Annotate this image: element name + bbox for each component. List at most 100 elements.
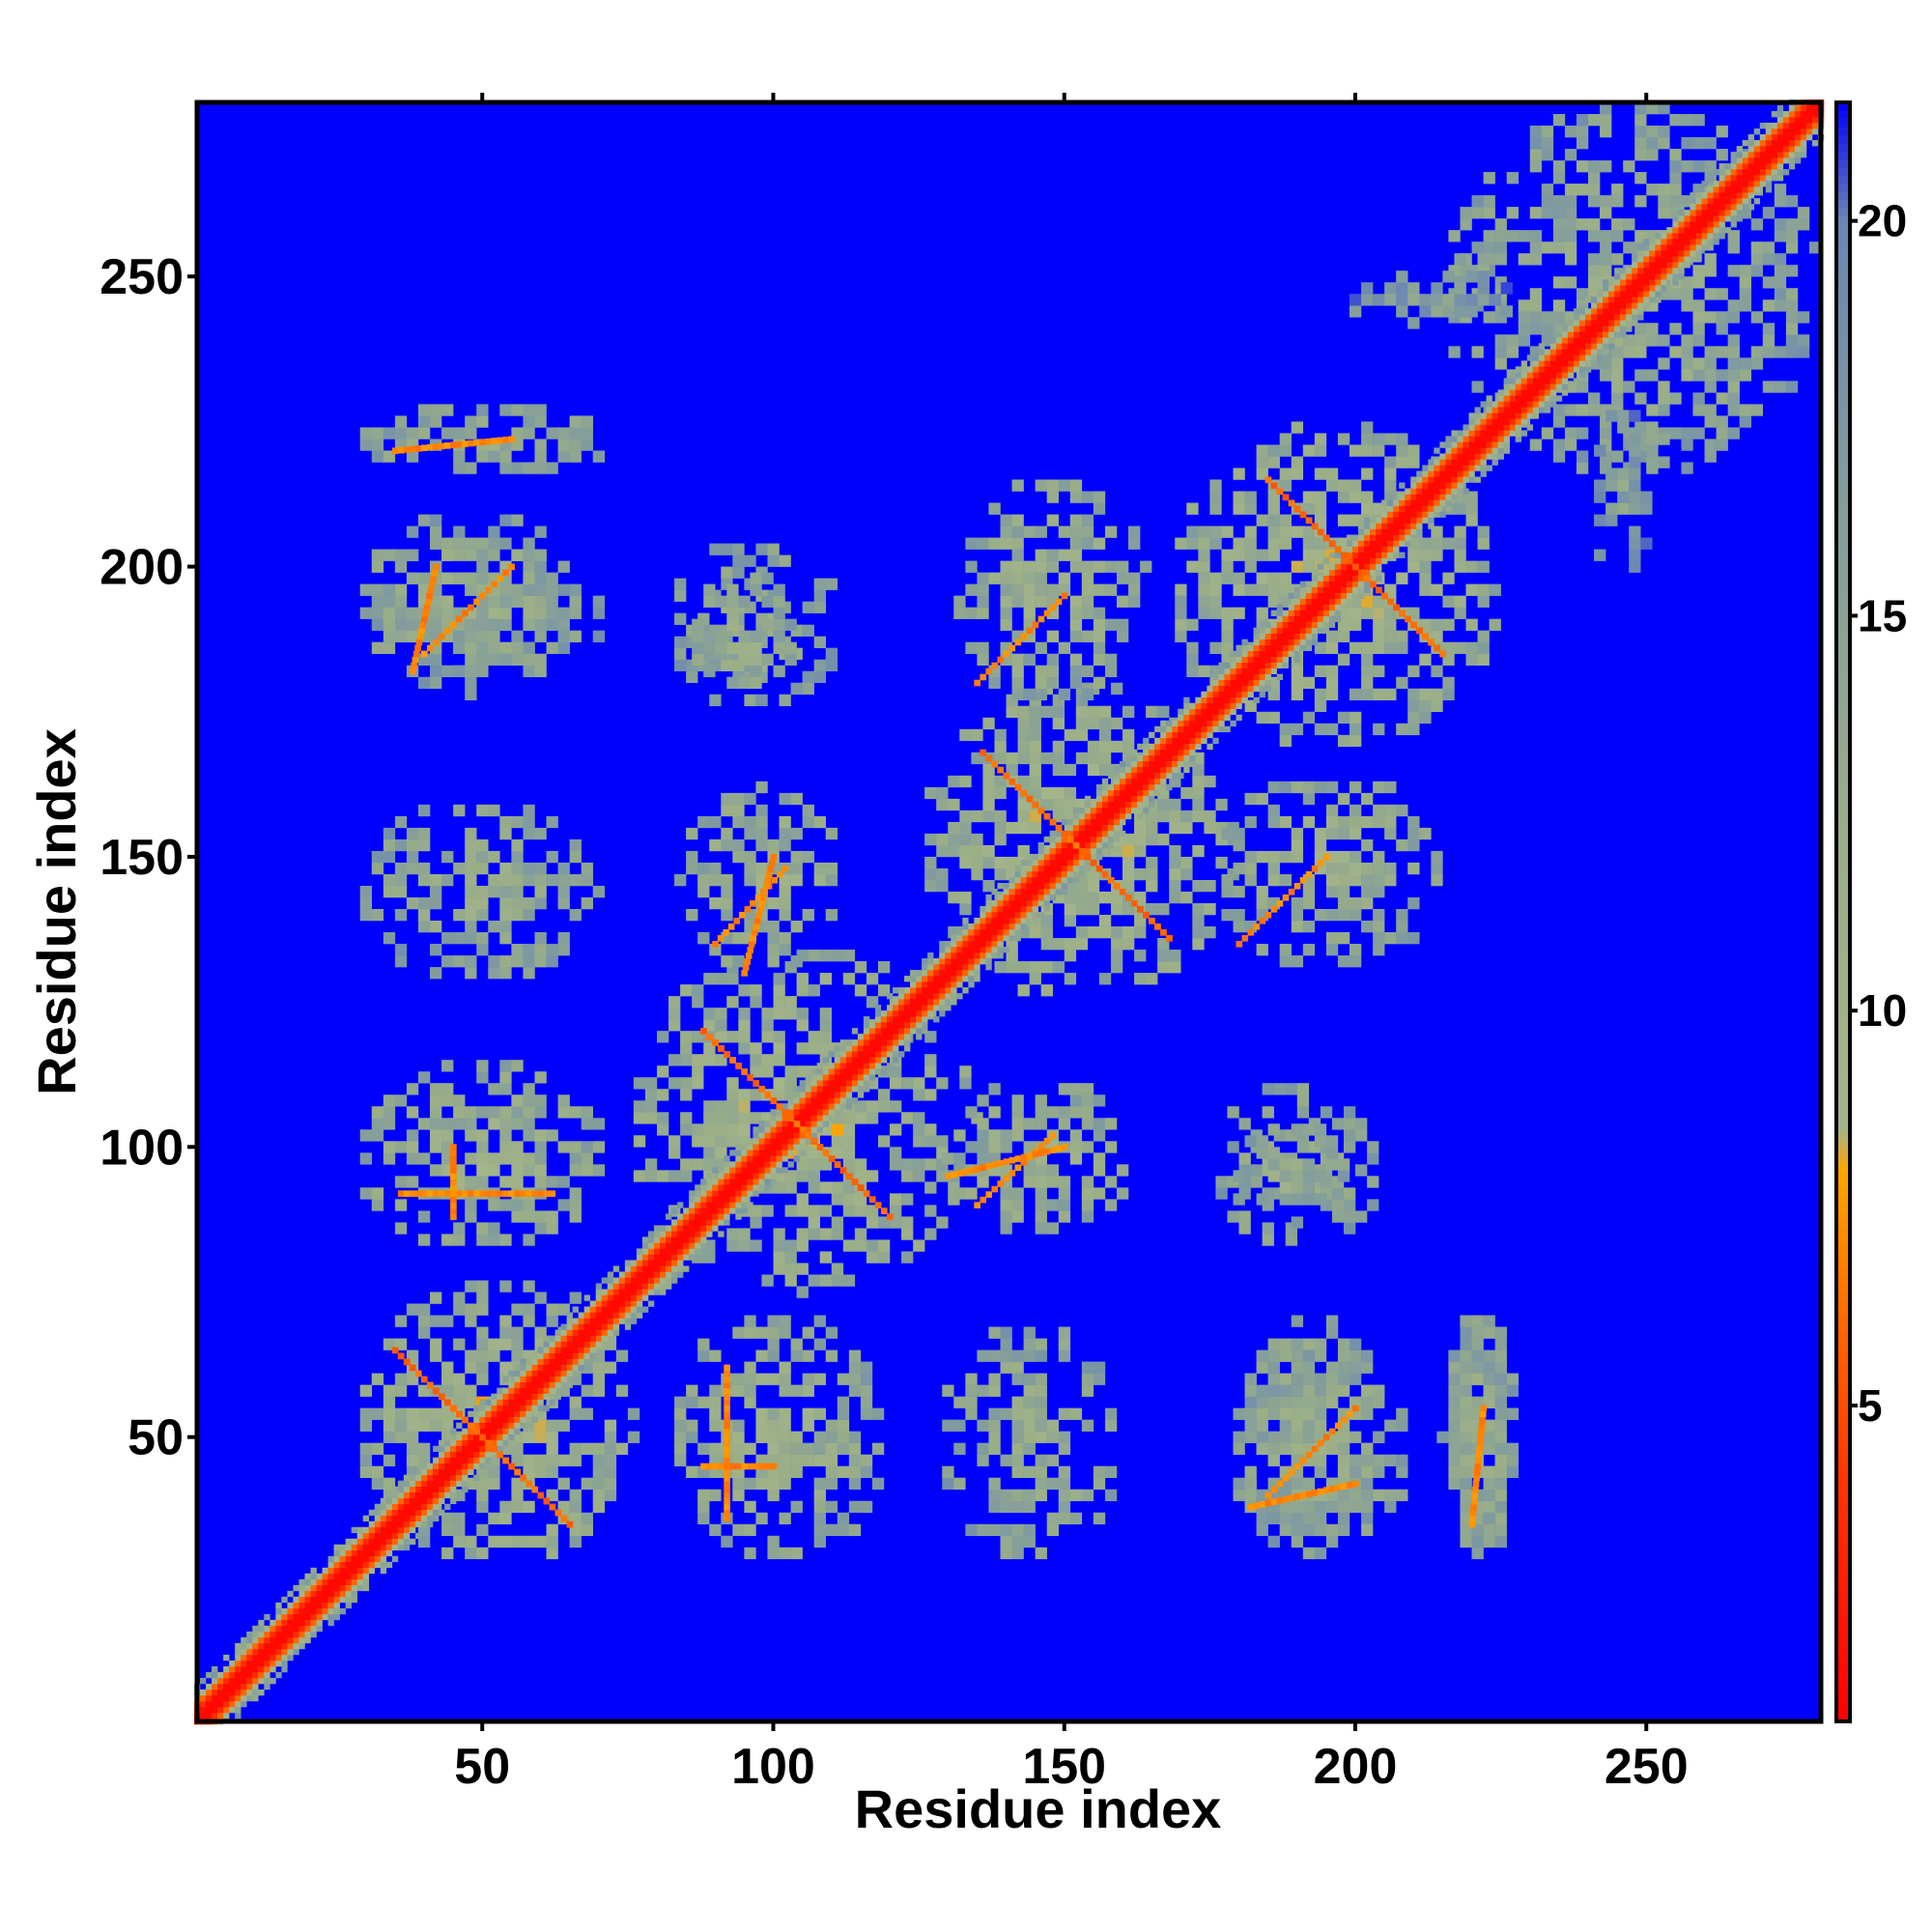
heatmap-cell [1489,618,1501,631]
diagonal-cell [433,1463,440,1469]
heatmap-cell [1564,253,1577,266]
heatmap-cell [1494,1350,1507,1362]
heatmap-cell [1204,821,1216,835]
heatmap-cell [1093,607,1106,619]
heatmap-cell [1681,334,1693,347]
heatmap-cell [1337,1454,1350,1466]
heatmap-cell [394,1094,408,1107]
diagonal-cell [397,1526,405,1534]
heatmap-cell [1431,282,1443,295]
diagonal-cell [741,1144,748,1151]
heatmap-cell [680,1054,693,1066]
heatmap-cell [1069,491,1083,503]
heatmap-cell [1291,1181,1304,1194]
diagonal-cell [356,1561,364,1569]
heatmap-cell [406,1419,419,1432]
heatmap-cell [977,607,989,619]
heatmap-cell [1384,873,1397,887]
heatmap-cell [901,1077,914,1090]
diagonal-cell [747,1190,753,1197]
heatmap-cell [825,873,838,887]
heatmap-cell [1000,1129,1012,1142]
diagonal-cell [718,1219,724,1226]
heatmap-cell [499,641,512,654]
heatmap-cell [1494,242,1507,254]
heatmap-cell [1384,815,1397,829]
heatmap-cell [441,1315,454,1327]
diagonal-cell [462,1480,469,1488]
heatmap-cell [1396,572,1408,584]
heatmap-cell [1396,282,1408,295]
heatmap-cell [465,1361,477,1374]
heatmap-cell [971,856,983,869]
heatmap-cell [750,996,762,1009]
heatmap-cell [1267,1396,1280,1408]
diagonal-cell [275,1648,282,1656]
heatmap-cell [1314,502,1327,515]
heatmap-cell [1407,560,1420,573]
heatmap-cell [1093,1164,1106,1177]
heatmap-cell [1267,537,1280,550]
diagonal-cell [554,1376,561,1382]
heatmap-cell [441,572,454,584]
diagonal-cell [660,1265,667,1272]
heatmap-cell [430,526,442,538]
heatmap-cell [359,1465,373,1478]
heatmap-cell [1529,439,1543,451]
heatmap-cell [860,1500,873,1514]
diagonal-cell [630,1289,638,1295]
heatmap-cell [738,1100,751,1113]
heatmap-cell [644,1100,658,1113]
heatmap-cell [994,856,1007,869]
heatmap-cell [953,1419,966,1432]
heatmap-cell [441,404,454,416]
diagonal-cell [217,1712,224,1719]
diagonal-cell [724,1161,730,1168]
heatmap-cell [476,1129,489,1142]
heatmap-cell [1035,641,1047,654]
heatmap-cell [657,1112,669,1124]
heatmap-cell [1483,207,1495,219]
diagonal-cell [816,1097,823,1104]
heatmap-cell [825,909,838,922]
heatmap-cell [394,595,408,608]
heatmap-cell [546,944,558,956]
heatmap-cell [1343,1129,1356,1142]
heatmap-cell [499,595,512,608]
heatmap-cell [866,1100,879,1113]
diagonal-cell [526,1376,532,1382]
heatmap-cell [1349,294,1362,306]
diagonal-cell [526,1422,532,1429]
diagonal-cell [653,1231,661,1237]
heatmap-cell [1098,728,1112,742]
heatmap-cell [726,595,739,608]
heatmap-cell [1000,572,1012,584]
diagonal-cell [583,1347,590,1353]
heatmap-cell [755,781,768,794]
heatmap-block [1233,1123,1350,1229]
diagonal-cell [810,1109,817,1116]
heatmap-cell [534,885,547,898]
heatmap-cell [1035,1210,1047,1223]
heatmap-cell [1552,242,1566,254]
heatmap-cell [1011,1431,1024,1443]
heatmap-cell [982,786,995,800]
diagonal-cell [217,1706,224,1714]
heatmap-cell [383,932,396,945]
diagonal-cell [391,1538,399,1546]
diagonal-cell [828,1092,836,1098]
heatmap-cell [1256,1396,1268,1408]
diagonal-cell [270,1677,276,1685]
diagonal-cell [758,1155,765,1162]
diagonal-cell [636,1289,643,1295]
diagonal-cell [473,1463,480,1469]
heatmap-cell [1291,955,1304,968]
diagonal-cell [368,1509,376,1517]
diagonal-cell [671,1236,678,1243]
heatmap-cell [1186,665,1199,678]
diagonal-cell [497,1410,503,1417]
heatmap-cell [499,1106,512,1119]
diagonal-cell [851,1045,859,1052]
heatmap-block [1448,1315,1519,1560]
heatmap-cell [394,1222,408,1235]
